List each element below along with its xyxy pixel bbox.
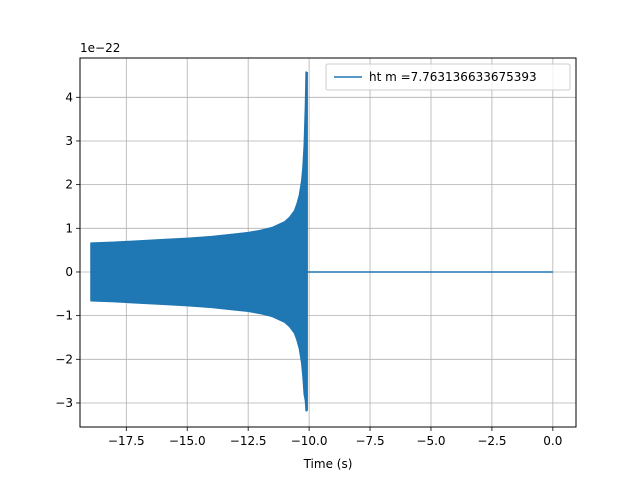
x-tick-label: −5.0 (416, 434, 445, 448)
x-tick-label: −12.5 (230, 434, 267, 448)
x-tick-label: −2.5 (477, 434, 506, 448)
y-tick-label: 4 (65, 90, 73, 104)
legend-label: ht m =7.763136633675393 (369, 70, 537, 84)
series-layer (90, 71, 553, 412)
plot-frame (79, 57, 577, 428)
y-axis-offset-label: 1e−22 (80, 41, 120, 55)
x-tick-label: −17.5 (108, 434, 145, 448)
x-axis-title: Time (s) (303, 457, 353, 471)
y-tick-label: −2 (55, 352, 73, 366)
y-tick-label: 1 (65, 221, 73, 235)
y-tick-label: 2 (65, 178, 73, 192)
x-tick-label: 0.0 (543, 434, 562, 448)
grid-lines (80, 58, 576, 427)
y-tick-label: 3 (65, 134, 73, 148)
x-tick-label: −10.0 (291, 434, 328, 448)
y-tick-label: −1 (55, 309, 73, 323)
y-tick-label: −3 (55, 396, 73, 410)
x-tick-label: −7.5 (355, 434, 384, 448)
legend: ht m =7.763136633675393 (325, 63, 571, 91)
y-axis-ticks: −3 −2 −1 0 1 2 3 4 (55, 90, 80, 410)
x-axis-ticks: −17.5 −15.0 −12.5 −10.0 −7.5 −5.0 −2.5 0.0 (108, 427, 562, 448)
x-tick-label: −15.0 (169, 434, 206, 448)
legend-box (325, 63, 571, 91)
y-tick-label: 0 (65, 265, 73, 279)
